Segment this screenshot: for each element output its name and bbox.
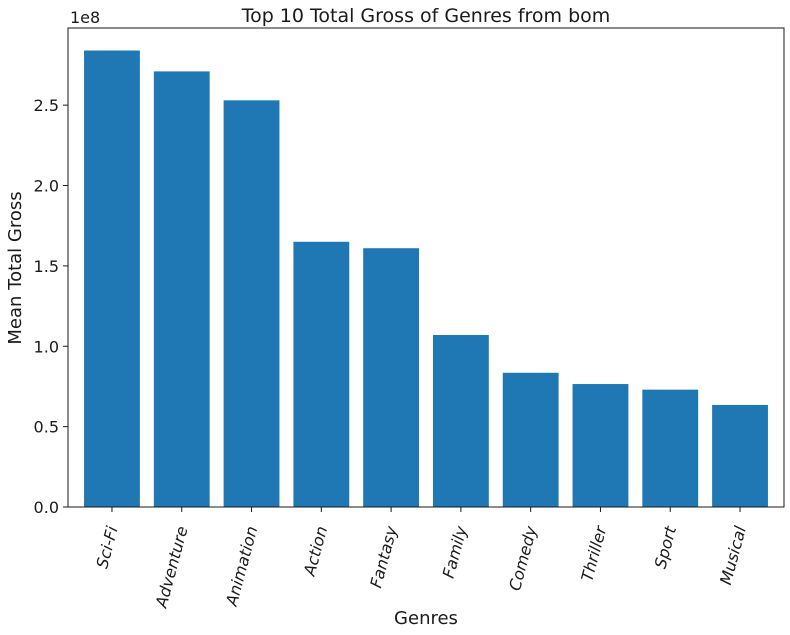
bar-sci-fi bbox=[84, 50, 140, 507]
bar-family bbox=[432, 335, 489, 507]
x-axis-ticks: Sci-Fi Adventure Animation Action Fantasy Fam… bbox=[92, 507, 750, 611]
x-tick-label-sci-fi: Sci-Fi bbox=[92, 524, 122, 571]
x-tick-label-animation: Animation bbox=[222, 524, 262, 609]
x-tick-label-action: Action bbox=[300, 524, 332, 579]
chart-title: Top 10 Total Gross of Genres from bom bbox=[241, 5, 611, 27]
y-tick-label: 0.5 bbox=[34, 418, 59, 437]
bar-thriller bbox=[572, 384, 629, 507]
x-tick-label-comedy: Comedy bbox=[505, 524, 541, 593]
bar-adventure bbox=[153, 71, 210, 508]
y-axis-label: Mean Total Gross bbox=[5, 191, 26, 344]
bar-animation bbox=[223, 100, 280, 507]
y-tick-label: 2.0 bbox=[34, 177, 59, 196]
x-tick-label-musical: Musical bbox=[716, 524, 750, 587]
plot-area-frame bbox=[67, 27, 785, 508]
x-tick-label-sport: Sport bbox=[651, 523, 681, 570]
bar-action bbox=[293, 241, 350, 507]
x-tick-label-fantasy: Fantasy bbox=[366, 524, 401, 590]
bar-sport bbox=[642, 389, 699, 507]
x-tick-label-family: Family bbox=[439, 524, 471, 581]
y-tick-label: 1.5 bbox=[34, 257, 59, 276]
y-tick-label: 2.5 bbox=[34, 96, 59, 115]
bar-comedy bbox=[502, 372, 559, 507]
y-tick-label: 1.0 bbox=[34, 337, 59, 356]
y-axis-ticks: 0.0 0.5 1.0 1.5 2.0 2.5 bbox=[34, 96, 68, 517]
bar-musical bbox=[712, 404, 768, 507]
y-tick-label: 0.0 bbox=[34, 498, 59, 517]
x-axis-label: Genres bbox=[394, 608, 458, 629]
x-tick-label-adventure: Adventure bbox=[151, 524, 191, 611]
bars-group bbox=[84, 50, 768, 508]
bar-fantasy bbox=[363, 248, 420, 507]
x-tick-label-thriller: Thriller bbox=[577, 523, 610, 584]
y-axis-offset-label: 1e8 bbox=[70, 8, 100, 27]
